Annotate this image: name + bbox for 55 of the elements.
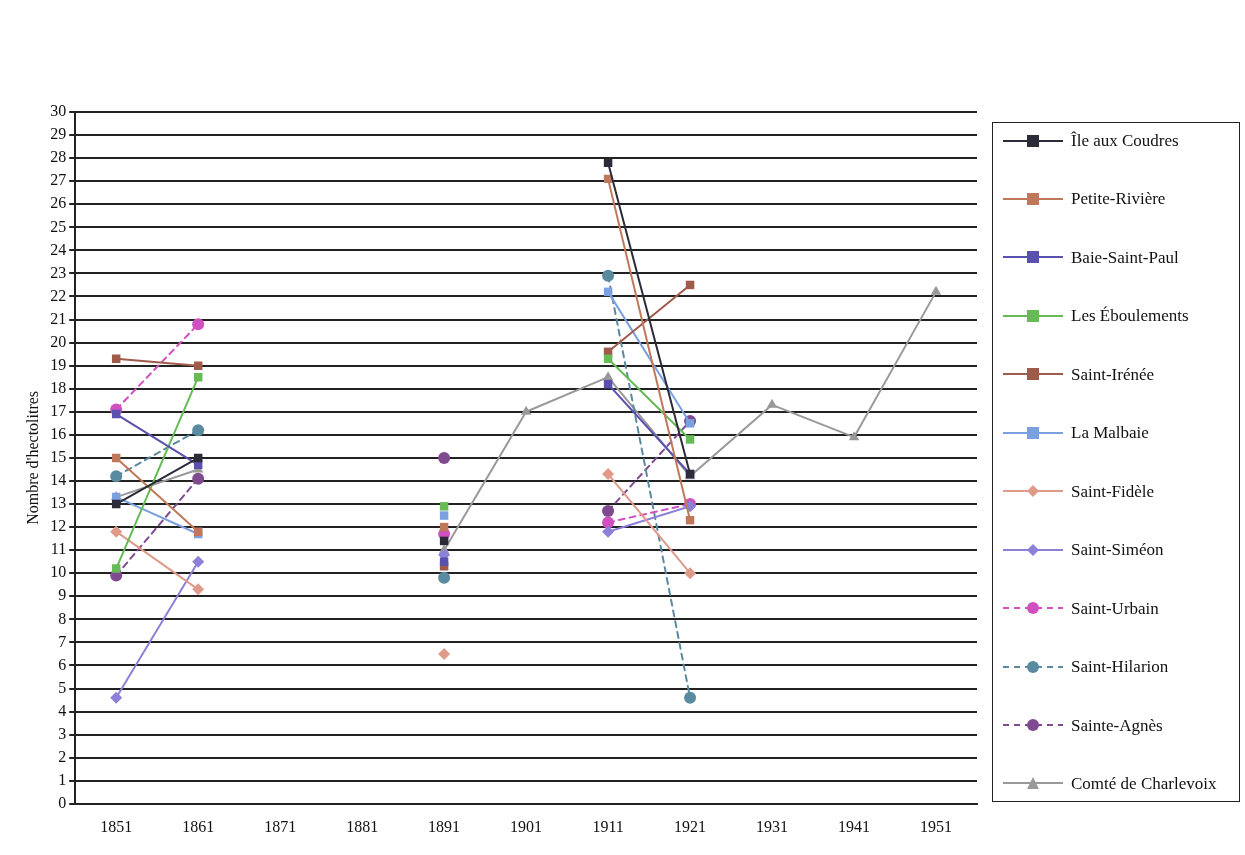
y-tick-label: 2: [58, 747, 67, 765]
y-tick-label: 6: [58, 655, 67, 673]
y-tick-label: 9: [58, 586, 67, 604]
x-tick-label: 1941: [838, 817, 871, 835]
y-axis-title: Nombre d'hectolitres: [23, 390, 41, 525]
y-tick-label: 19: [50, 355, 67, 373]
legend-label: La Malbaie: [1071, 423, 1149, 443]
legend-label: Saint-Irénée: [1071, 364, 1155, 384]
y-tick-label: 28: [50, 148, 67, 166]
y-tick-label: 26: [50, 194, 67, 212]
legend-label: Petite-Rivière: [1071, 189, 1166, 209]
y-tick-label: 29: [50, 125, 67, 143]
y-tick-label: 16: [50, 425, 67, 443]
y-tick-label: 7: [58, 632, 67, 650]
y-tick-label: 21: [50, 309, 67, 327]
x-tick-label: 1951: [920, 817, 953, 835]
x-tick-label: 1931: [756, 817, 789, 835]
y-tick-label: 4: [58, 701, 67, 719]
y-tick-label: 15: [50, 448, 67, 466]
y-tick-label: 8: [58, 609, 67, 627]
legend-label: Comté de Charlevoix: [1071, 773, 1217, 793]
legend-label: Saint-Hilarion: [1071, 657, 1169, 677]
y-tick-label: 11: [50, 540, 67, 558]
legend-label: Saint-Urbain: [1071, 598, 1159, 618]
y-tick-label: 30: [50, 102, 67, 120]
y-tick-label: 20: [50, 332, 67, 350]
x-tick-label: 1861: [182, 817, 215, 835]
y-tick-label: 5: [58, 678, 67, 696]
y-tick-label: 25: [50, 217, 67, 235]
y-tick-label: 24: [50, 240, 67, 258]
x-tick-label: 1881: [346, 817, 379, 835]
y-tick-label: 22: [50, 286, 67, 304]
y-tick-label: 12: [50, 517, 67, 535]
y-tick-label: 0: [58, 794, 67, 811]
legend-label: Sainte-Agnès: [1071, 715, 1163, 735]
x-tick-label: 1891: [428, 817, 461, 835]
y-tick-label: 13: [50, 494, 67, 512]
x-tick-label: 1901: [510, 817, 543, 835]
legend-label: Baie-Saint-Paul: [1071, 247, 1179, 267]
y-tick-label: 17: [50, 401, 67, 419]
legend-label: Saint-Fidèle: [1071, 481, 1155, 501]
y-tick-label: 27: [50, 171, 67, 189]
y-tick-label: 23: [50, 263, 67, 281]
y-tick-label: 10: [50, 563, 67, 581]
legend-label: Saint-Siméon: [1071, 540, 1164, 560]
y-tick-label: 14: [50, 471, 67, 489]
x-tick-label: 1871: [264, 817, 297, 835]
x-tick-label: 1851: [100, 817, 133, 835]
y-tick-label: 18: [50, 378, 67, 396]
legend-label: Les Éboulements: [1071, 306, 1189, 326]
y-tick-label: 3: [58, 724, 67, 742]
x-tick-label: 1921: [674, 817, 707, 835]
x-tick-label: 1911: [592, 817, 624, 835]
legend-label: Île aux Coudres: [1071, 131, 1179, 150]
y-tick-label: 1: [58, 770, 67, 788]
